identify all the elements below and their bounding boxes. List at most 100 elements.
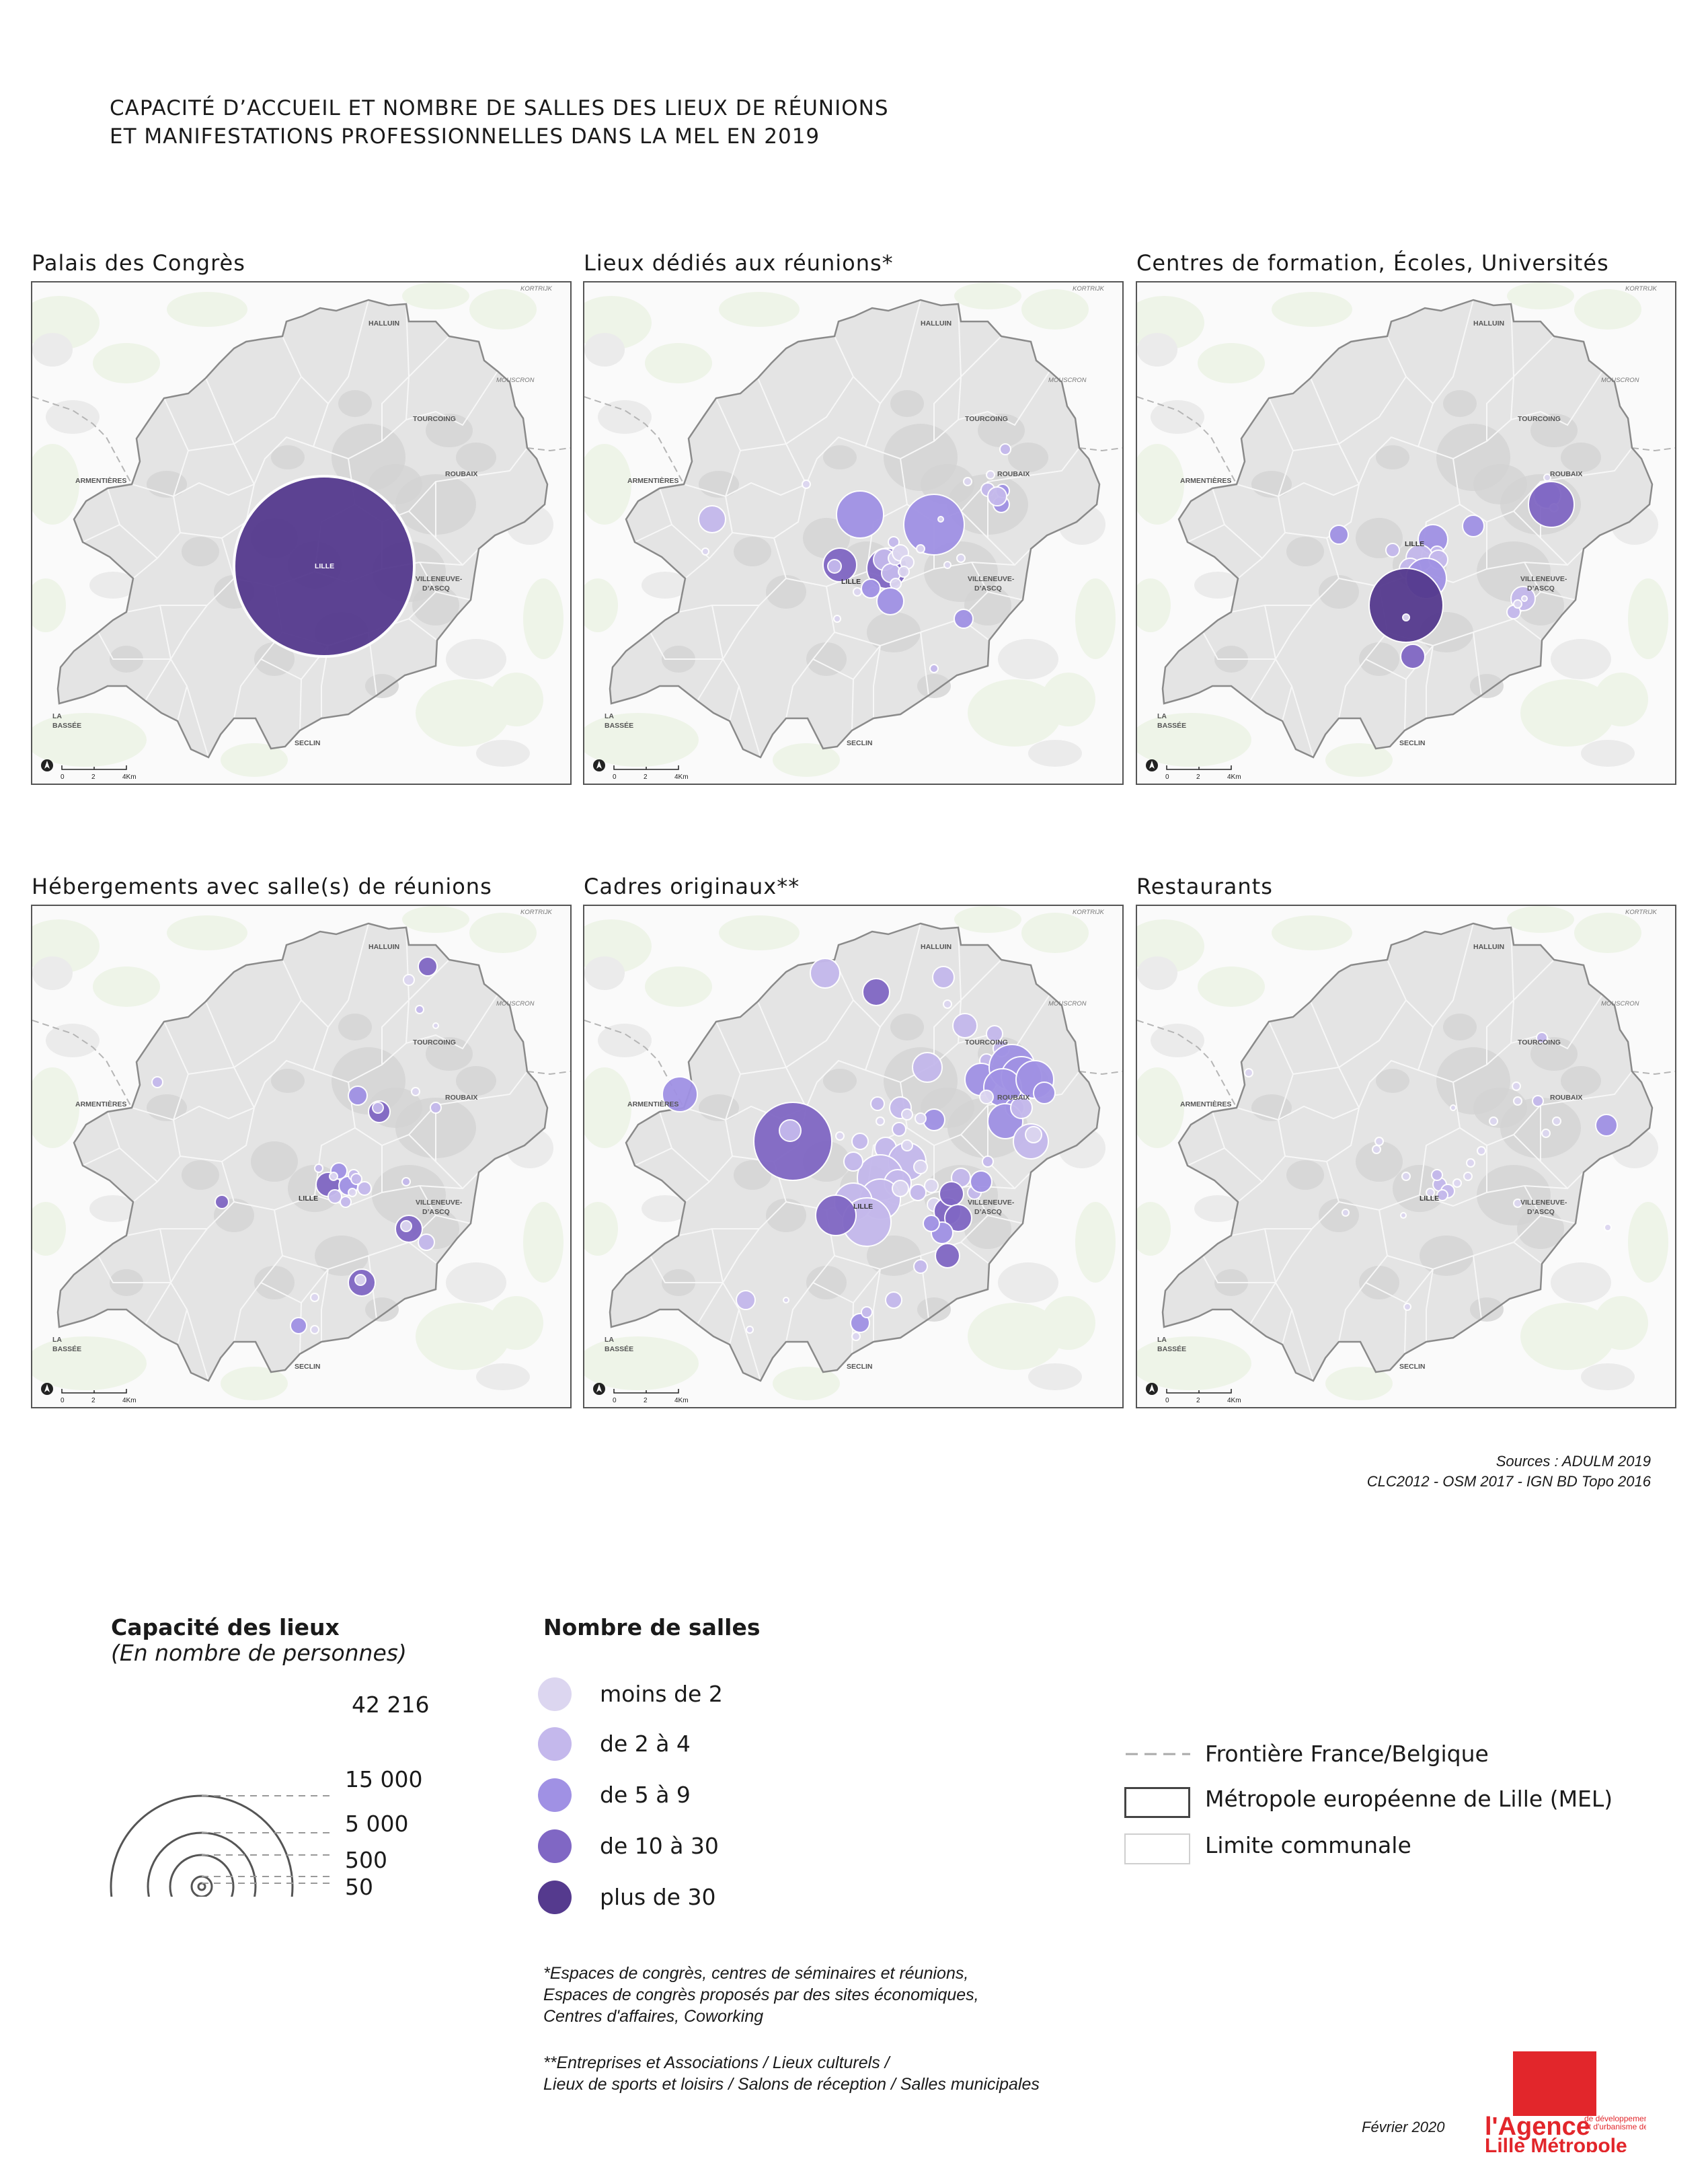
green-area bbox=[773, 1367, 840, 1400]
place-label-roubaix: ROUBAIX bbox=[445, 1094, 477, 1102]
venue-bubble bbox=[662, 1076, 698, 1112]
legend-line-border-label: Frontière France/Belgique bbox=[1205, 1741, 1489, 1767]
map-svg: KORTRIJK MOUSCRON HALLUIN TOURCOING ROUBAIX A… bbox=[32, 906, 570, 1407]
place-label-mouscron: MOUSCRON bbox=[496, 377, 535, 384]
place-label-labassee2: BASSÉE bbox=[1157, 1344, 1186, 1353]
venue-bubble bbox=[943, 561, 952, 569]
map-panel-cadres-originaux: KORTRIJK MOUSCRON HALLUIN TOURCOING ROUBAIX A… bbox=[583, 905, 1124, 1408]
urban-area bbox=[1319, 1199, 1359, 1232]
venue-bubble bbox=[430, 1102, 442, 1114]
outside-urban-area bbox=[998, 1262, 1058, 1303]
green-area bbox=[1021, 913, 1089, 953]
venue-bubble bbox=[999, 443, 1011, 455]
venue-bubble bbox=[810, 958, 841, 989]
venue-bubble bbox=[372, 1102, 384, 1114]
scale-label-scale0: 0 bbox=[61, 773, 65, 781]
green-area bbox=[1137, 1336, 1251, 1390]
venue-bubble bbox=[956, 554, 966, 563]
map-panel-palais: KORTRIJK MOUSCRON HALLUIN TOURCOING ROUBAIX A… bbox=[31, 281, 572, 785]
urban-area bbox=[766, 575, 806, 609]
footnote-1: *Espaces de congrès, centres de séminair… bbox=[543, 1963, 979, 2027]
venue-bubble bbox=[944, 1204, 972, 1232]
legend-value-5000: 5 000 bbox=[345, 1811, 409, 1837]
commune-box-swatch bbox=[1124, 1833, 1190, 1864]
border-france-belgium-west bbox=[32, 396, 132, 485]
venue-bubble bbox=[1010, 1096, 1033, 1119]
venue-bubble bbox=[986, 470, 995, 480]
green-area bbox=[645, 966, 712, 1007]
place-label-mouscron: MOUSCRON bbox=[1601, 1000, 1639, 1008]
place-label-villeneuve2: D’ASCQ bbox=[422, 1208, 450, 1216]
urban-area bbox=[1470, 674, 1504, 698]
legend-capacity-subtitle: (En nombre de personnes) bbox=[111, 1640, 407, 1666]
venue-bubble bbox=[924, 1178, 939, 1193]
outside-urban-area bbox=[1137, 333, 1177, 367]
place-label-villeneuve2: D’ASCQ bbox=[1527, 584, 1555, 593]
place-label-villeneuve2: D’ASCQ bbox=[974, 584, 1002, 593]
green-area bbox=[719, 915, 800, 950]
venue-bubble bbox=[913, 1160, 928, 1174]
place-label-tourcoing: TOURCOING bbox=[1518, 415, 1561, 423]
map-svg: KORTRIJK MOUSCRON HALLUIN TOURCOING ROUBAIX A… bbox=[584, 282, 1122, 784]
border-france-belgium-west bbox=[584, 1020, 685, 1108]
venue-bubble bbox=[1400, 644, 1426, 669]
venue-bubble bbox=[1368, 568, 1444, 643]
green-area bbox=[584, 1067, 631, 1148]
venue-bubble bbox=[827, 559, 842, 574]
legend-room-label-5: plus de 30 bbox=[600, 1884, 716, 1910]
map-svg: KORTRIJK MOUSCRON HALLUIN TOURCOING ROUBAIX A… bbox=[32, 282, 570, 784]
venue-bubble bbox=[310, 1293, 319, 1302]
place-label-halluin: HALLUIN bbox=[921, 319, 952, 328]
legend-room-label-3: de 5 à 9 bbox=[600, 1782, 691, 1808]
logo-red-block bbox=[1513, 2051, 1596, 2116]
urban-area bbox=[890, 1014, 924, 1040]
green-area bbox=[1198, 966, 1265, 1007]
venue-bubble bbox=[1402, 613, 1410, 621]
venue-bubble bbox=[403, 974, 415, 986]
outside-urban-area bbox=[446, 639, 506, 679]
mel-outline bbox=[609, 299, 1101, 759]
venue-bubble bbox=[1462, 515, 1485, 537]
legend-room-dot-1 bbox=[538, 1677, 572, 1711]
north-arrow-pointer bbox=[1149, 761, 1155, 769]
green-area bbox=[584, 713, 699, 767]
place-label-roubaix: ROUBAIX bbox=[1550, 1094, 1582, 1102]
place-label-villeneuve1: VILLENEUVE- bbox=[416, 1199, 463, 1207]
outside-urban-area bbox=[1137, 956, 1177, 990]
green-area bbox=[32, 1067, 79, 1148]
urban-area bbox=[1319, 575, 1359, 609]
scale-label-scale4: 4Km bbox=[1227, 1397, 1241, 1404]
place-label-roubaix: ROUBAIX bbox=[445, 470, 477, 478]
place-label-armentieres: ARMENTIÈRES bbox=[627, 476, 678, 485]
venue-bubble bbox=[987, 486, 1007, 506]
venue-bubble bbox=[954, 609, 974, 629]
urban-area bbox=[823, 1069, 857, 1093]
venue-bubble bbox=[1463, 1172, 1473, 1181]
venue-bubble bbox=[892, 1122, 906, 1137]
green-area bbox=[584, 444, 631, 525]
venue-bubble bbox=[411, 1087, 420, 1096]
place-label-lille: LILLE bbox=[841, 578, 861, 586]
border-france-belgium-west bbox=[1137, 396, 1237, 485]
commune-boundaries bbox=[82, 923, 528, 1381]
urban-area bbox=[1359, 1266, 1399, 1299]
venue-bubble bbox=[1521, 595, 1528, 602]
place-label-mouscron: MOUSCRON bbox=[1048, 1000, 1087, 1008]
venue-bubble bbox=[982, 1155, 994, 1168]
green-area bbox=[32, 1336, 147, 1390]
urban-area bbox=[365, 1297, 399, 1322]
outside-urban-area bbox=[1551, 1262, 1611, 1303]
urban-area bbox=[365, 674, 399, 698]
north-arrow-pointer bbox=[596, 1384, 602, 1392]
mel-outline bbox=[56, 922, 549, 1382]
urban-area bbox=[1561, 1066, 1601, 1096]
venue-bubble bbox=[1528, 481, 1575, 528]
legend-capacity-title: Capacité des lieux bbox=[111, 1614, 340, 1640]
legend-value-42216: 42 216 bbox=[352, 1692, 430, 1718]
sources-line-1: Sources : ADULM 2019 bbox=[1496, 1453, 1651, 1470]
outside-urban-area bbox=[998, 639, 1058, 679]
place-label-armentieres: ARMENTIÈRES bbox=[1180, 1100, 1231, 1108]
place-label-roubaix: ROUBAIX bbox=[1550, 470, 1582, 478]
legend-value-500: 500 bbox=[345, 1847, 387, 1873]
logo-text-lille: Lille Métropole bbox=[1485, 2135, 1627, 2152]
